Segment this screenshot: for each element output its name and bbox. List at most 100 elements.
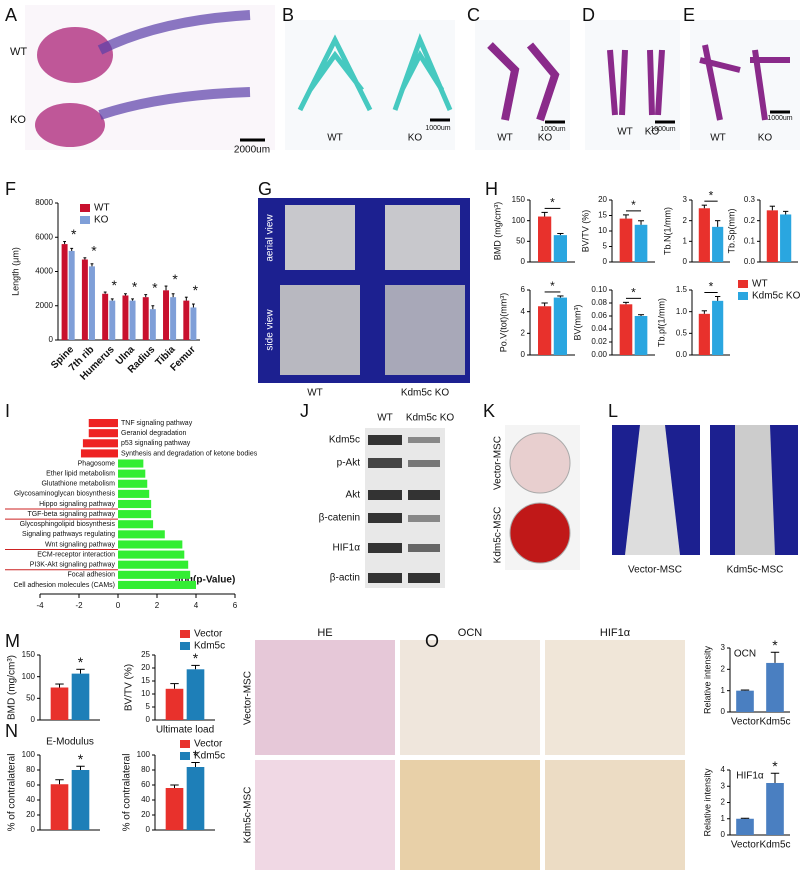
- panel-label: H: [485, 179, 498, 199]
- image-label: HIF1α: [333, 543, 361, 554]
- significance-mark: *: [112, 277, 118, 293]
- image-label: WT: [10, 46, 27, 58]
- x-tick-label: Kdm5c: [759, 717, 790, 728]
- bar: [118, 499, 152, 509]
- image-label: Akt: [346, 490, 361, 501]
- panel-c-image: [475, 20, 570, 150]
- y-axis-label: BMD (mg/cm³): [7, 655, 18, 720]
- image-label: Kdm5c-MSC: [243, 787, 254, 844]
- y-tick-label: 2: [683, 216, 688, 225]
- panel-b-image: [285, 20, 455, 150]
- image-label: WT: [307, 388, 323, 399]
- category-label: Glutathione metabolism: [41, 481, 115, 488]
- bar: [118, 479, 148, 488]
- y-tick-label: 150: [22, 650, 36, 659]
- bar: [766, 210, 778, 262]
- chart-title: E-Modulus: [46, 737, 94, 748]
- bar: [71, 673, 90, 720]
- image-label: HIF1α: [600, 627, 631, 639]
- y-tick-label: 50: [26, 693, 35, 702]
- y-tick-label: 80: [141, 765, 150, 774]
- bar: [780, 214, 792, 262]
- panel-label: L: [608, 401, 618, 421]
- y-tick-label: 20: [141, 663, 150, 672]
- legend-label: Kdm5c KO: [752, 291, 801, 302]
- y-tick-label: 2: [721, 798, 726, 807]
- y-tick-label: 10: [141, 689, 150, 698]
- x-tick-label: 6: [233, 601, 238, 610]
- y-tick-label: 10: [598, 226, 607, 235]
- y-tick-label: 0: [603, 257, 608, 266]
- y-axis-label: Length (μm): [10, 247, 20, 296]
- panel-label: C: [467, 5, 480, 25]
- image-label: Vector-MSC: [243, 671, 254, 725]
- category-label: Glycosaminoglycan biosynthesis: [14, 491, 116, 498]
- bar: [553, 235, 567, 262]
- image-label: β-actin: [330, 573, 360, 584]
- y-tick-label: 150: [512, 195, 526, 204]
- y-tick-label: 5: [603, 242, 608, 251]
- image-label: WT: [617, 127, 633, 138]
- panel-k-plates: [505, 425, 580, 570]
- legend-label: WT: [752, 279, 768, 290]
- panel-label: A: [5, 5, 17, 25]
- bar: [71, 770, 90, 830]
- panel-label: M: [5, 631, 20, 651]
- category-label: Synthesis and degradation of ketone bodi…: [121, 450, 258, 457]
- bar: [118, 489, 150, 498]
- bar: [736, 690, 754, 712]
- panel-j-blot: [365, 428, 445, 588]
- x-tick-label: -4: [36, 601, 44, 610]
- y-axis-label: % of contralateral: [122, 754, 133, 832]
- image-label: HE: [317, 627, 332, 639]
- x-tick-label: 2: [155, 601, 160, 610]
- y-tick-label: 20: [26, 810, 35, 819]
- category-label: Focal adhesion: [68, 572, 116, 579]
- y-tick-label: 2000: [35, 301, 53, 310]
- image-label: KO: [645, 127, 660, 138]
- bar: [80, 449, 118, 458]
- image-label: aerial view: [265, 214, 276, 262]
- image-label: Kdm5c: [329, 435, 360, 446]
- y-tick-label: 0.02: [591, 337, 607, 346]
- y-tick-label: 0.10: [591, 285, 607, 294]
- image-label: p-Akt: [337, 458, 361, 469]
- significance-mark: *: [193, 282, 199, 298]
- x-tick-label: Kdm5c: [759, 840, 790, 851]
- bar: [183, 300, 190, 340]
- y-tick-label: 5: [146, 702, 151, 711]
- bar: [736, 818, 754, 835]
- image-label: WT: [327, 133, 343, 144]
- y-tick-label: 8000: [35, 198, 53, 207]
- y-tick-label: 0.08: [591, 298, 607, 307]
- y-tick-label: 80: [26, 765, 35, 774]
- bar: [81, 259, 88, 340]
- category-label: Signaling pathways regulating: [22, 531, 115, 538]
- significance-mark: *: [709, 280, 714, 294]
- bar: [712, 226, 724, 262]
- y-axis-label: Relative intensity: [702, 768, 712, 837]
- category-label: Ether lipid metabolism: [46, 470, 115, 477]
- significance-mark: *: [71, 226, 77, 242]
- bar: [109, 300, 116, 340]
- y-tick-label: 40: [141, 795, 150, 804]
- y-tick-label: 4: [721, 765, 726, 774]
- significance-mark: *: [152, 279, 158, 295]
- image-label: 2000um: [234, 145, 270, 156]
- y-tick-label: 60: [26, 780, 35, 789]
- panel-a-image: [25, 5, 275, 150]
- legend-label: Kdm5c: [194, 751, 225, 762]
- y-tick-label: 0: [49, 335, 54, 344]
- bar: [129, 300, 136, 340]
- y-tick-label: 0.5: [676, 328, 688, 337]
- panel-label: I: [5, 401, 10, 421]
- y-tick-label: 2: [521, 328, 526, 337]
- significance-mark: *: [709, 188, 714, 202]
- y-tick-label: 0.3: [744, 195, 756, 204]
- panel-label: D: [582, 5, 595, 25]
- image-label: 1000um: [540, 126, 565, 133]
- image-label: KO: [758, 133, 773, 144]
- bar: [170, 297, 177, 340]
- bar: [50, 784, 69, 830]
